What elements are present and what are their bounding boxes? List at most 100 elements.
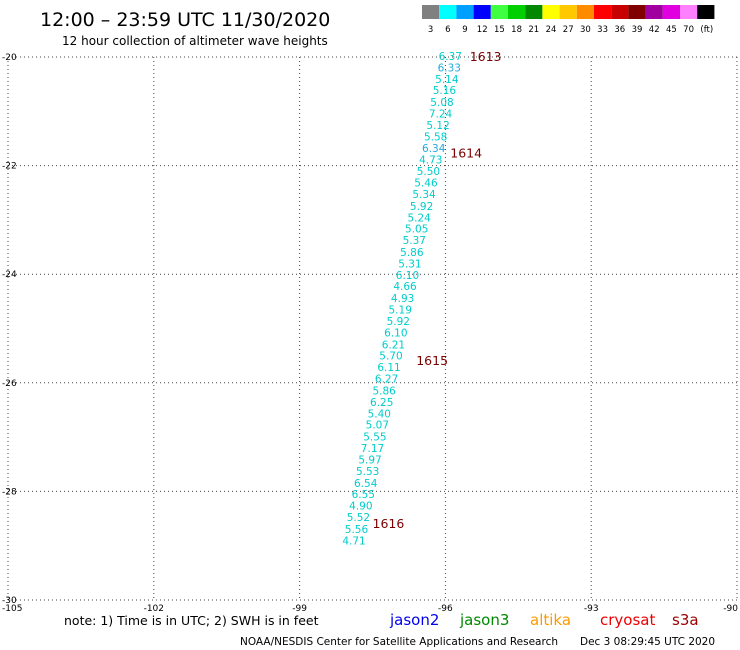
- pass-time-label: 1613: [470, 49, 502, 64]
- legend-swatch: [542, 5, 560, 19]
- lon-tick-label: -105: [2, 604, 22, 614]
- footer-note: note: 1) Time is in UTC; 2) SWH is in fe…: [64, 613, 319, 628]
- lat-tick-label: -30: [2, 596, 17, 606]
- legend-swatch: [576, 5, 594, 19]
- legend-label: 9: [462, 25, 467, 35]
- legend-swatch: [473, 5, 491, 19]
- legend-label: 15: [494, 25, 505, 35]
- wave-height-legend: 3 6 9 12 15 18 21 24 27 30 33 36 39 42 45 70 (ft): [422, 5, 715, 35]
- wave-height-value: 6.11: [377, 362, 400, 374]
- lat-tick-label: -24: [2, 270, 17, 280]
- legend-unit: (ft): [700, 25, 713, 35]
- legend-swatch: [422, 5, 440, 19]
- pass-time-label: 1615: [416, 353, 448, 368]
- legend-label: 33: [597, 25, 608, 35]
- legend-label: 70: [683, 25, 694, 35]
- wave-height-value: 5.07: [366, 420, 389, 432]
- wave-height-value: 5.92: [410, 201, 433, 213]
- legend-swatch: [439, 5, 457, 19]
- wave-height-value: 6.27: [375, 374, 398, 386]
- wave-height-value: 5.34: [412, 189, 436, 201]
- wave-height-value: 5.31: [398, 258, 421, 270]
- footer-credit: NOAA/NESDIS Center for Satellite Applica…: [240, 636, 558, 648]
- satellite-name: altika: [530, 611, 571, 629]
- legend-label: 24: [546, 25, 557, 35]
- wave-height-value: 5.40: [368, 408, 391, 420]
- wave-height-value: 5.70: [379, 351, 402, 363]
- lat-tick-label: -20: [2, 53, 17, 63]
- wave-height-value: 5.19: [389, 305, 412, 317]
- legend-swatch: [490, 5, 508, 19]
- lon-tick-label: -99: [292, 604, 307, 614]
- wave-height-value: 7.24: [429, 109, 453, 121]
- wave-height-value: 5.86: [372, 385, 396, 397]
- lon-tick-label: -93: [584, 604, 599, 614]
- wave-height-value: 7.17: [361, 443, 384, 455]
- lon-tick-label: -102: [144, 604, 164, 614]
- legend-swatch: [456, 5, 474, 19]
- wave-height-value: 6.55: [352, 489, 375, 501]
- footer-timestamp: Dec 3 08:29:45 UTC 2020: [580, 636, 715, 648]
- map-title: 12:00 – 23:59 UTC 11/30/2020: [40, 9, 330, 31]
- wave-height-value: 5.55: [363, 432, 386, 444]
- wave-height-value: 6.33: [438, 62, 461, 74]
- latitude-tick-labels: -20 -22 -24 -26 -28 -30: [2, 53, 17, 606]
- lat-lon-grid: [7, 56, 738, 601]
- legend-label: 6: [445, 25, 450, 35]
- wave-height-value: 6.10: [396, 270, 419, 282]
- legend-swatch: [594, 5, 612, 19]
- wave-height-value: 5.14: [435, 74, 459, 86]
- lat-tick-label: -26: [2, 379, 17, 389]
- wave-height-value: 5.58: [424, 131, 447, 143]
- pass-time-label: 1616: [373, 516, 405, 531]
- legend-label: 21: [528, 25, 539, 35]
- legend-label: 18: [511, 25, 522, 35]
- wave-height-value: 4.90: [349, 501, 372, 513]
- wave-height-value: 6.37: [439, 51, 462, 63]
- wave-height-value: 5.12: [426, 120, 449, 132]
- legend-label: 12: [477, 25, 488, 35]
- wave-height-value: 5.52: [347, 512, 370, 524]
- wave-height-value: 4.93: [391, 293, 414, 305]
- wave-height-value: 5.86: [400, 247, 424, 259]
- wave-height-value: 5.50: [417, 166, 440, 178]
- satellite-name: cryosat: [600, 611, 655, 629]
- wave-height-value: 5.16: [433, 85, 457, 97]
- wave-height-value: 5.97: [358, 454, 381, 466]
- wave-height-value: 4.71: [342, 535, 365, 547]
- legend-swatch: [559, 5, 577, 19]
- legend-swatch: [611, 5, 629, 19]
- legend-label: 3: [428, 25, 433, 35]
- wave-height-value: 6.34: [422, 143, 446, 155]
- satellite-name: jason3: [459, 611, 509, 629]
- legend-label: 30: [580, 25, 591, 35]
- satellite-name: s3a: [672, 611, 699, 629]
- legend-swatch: [508, 5, 526, 19]
- legend-label: 45: [666, 25, 677, 35]
- altimeter-observations: 6.376.335.145.165.087.245.125.586.344.73…: [342, 51, 462, 547]
- wave-height-value: 4.73: [419, 155, 442, 167]
- legend-swatch: [525, 5, 543, 19]
- wave-height-value: 6.25: [370, 397, 393, 409]
- longitude-tick-labels: -105 -102 -99 -96 -93 -90: [2, 604, 738, 614]
- legend-label: 42: [649, 25, 660, 35]
- legend-label: 39: [632, 25, 643, 35]
- lon-tick-label: -96: [438, 604, 453, 614]
- pass-time-label: 1614: [450, 146, 482, 161]
- satellite-name: jason2: [389, 611, 439, 629]
- wave-height-value: 5.46: [414, 178, 438, 190]
- legend-swatch: [680, 5, 698, 19]
- legend-swatch: [628, 5, 646, 19]
- legend-swatch: [697, 5, 715, 19]
- pass-labels: 1613 1614 1615 1616: [373, 49, 502, 531]
- legend-swatch: [645, 5, 663, 19]
- map-subtitle: 12 hour collection of altimeter wave hei…: [62, 34, 328, 48]
- wave-height-value: 5.92: [387, 316, 410, 328]
- legend-swatch: [662, 5, 680, 19]
- legend-label: 27: [563, 25, 574, 35]
- wave-height-value: 5.08: [430, 97, 453, 109]
- lat-tick-label: -28: [2, 487, 17, 497]
- wave-height-value: 5.56: [345, 524, 369, 536]
- wave-height-value: 6.21: [382, 339, 405, 351]
